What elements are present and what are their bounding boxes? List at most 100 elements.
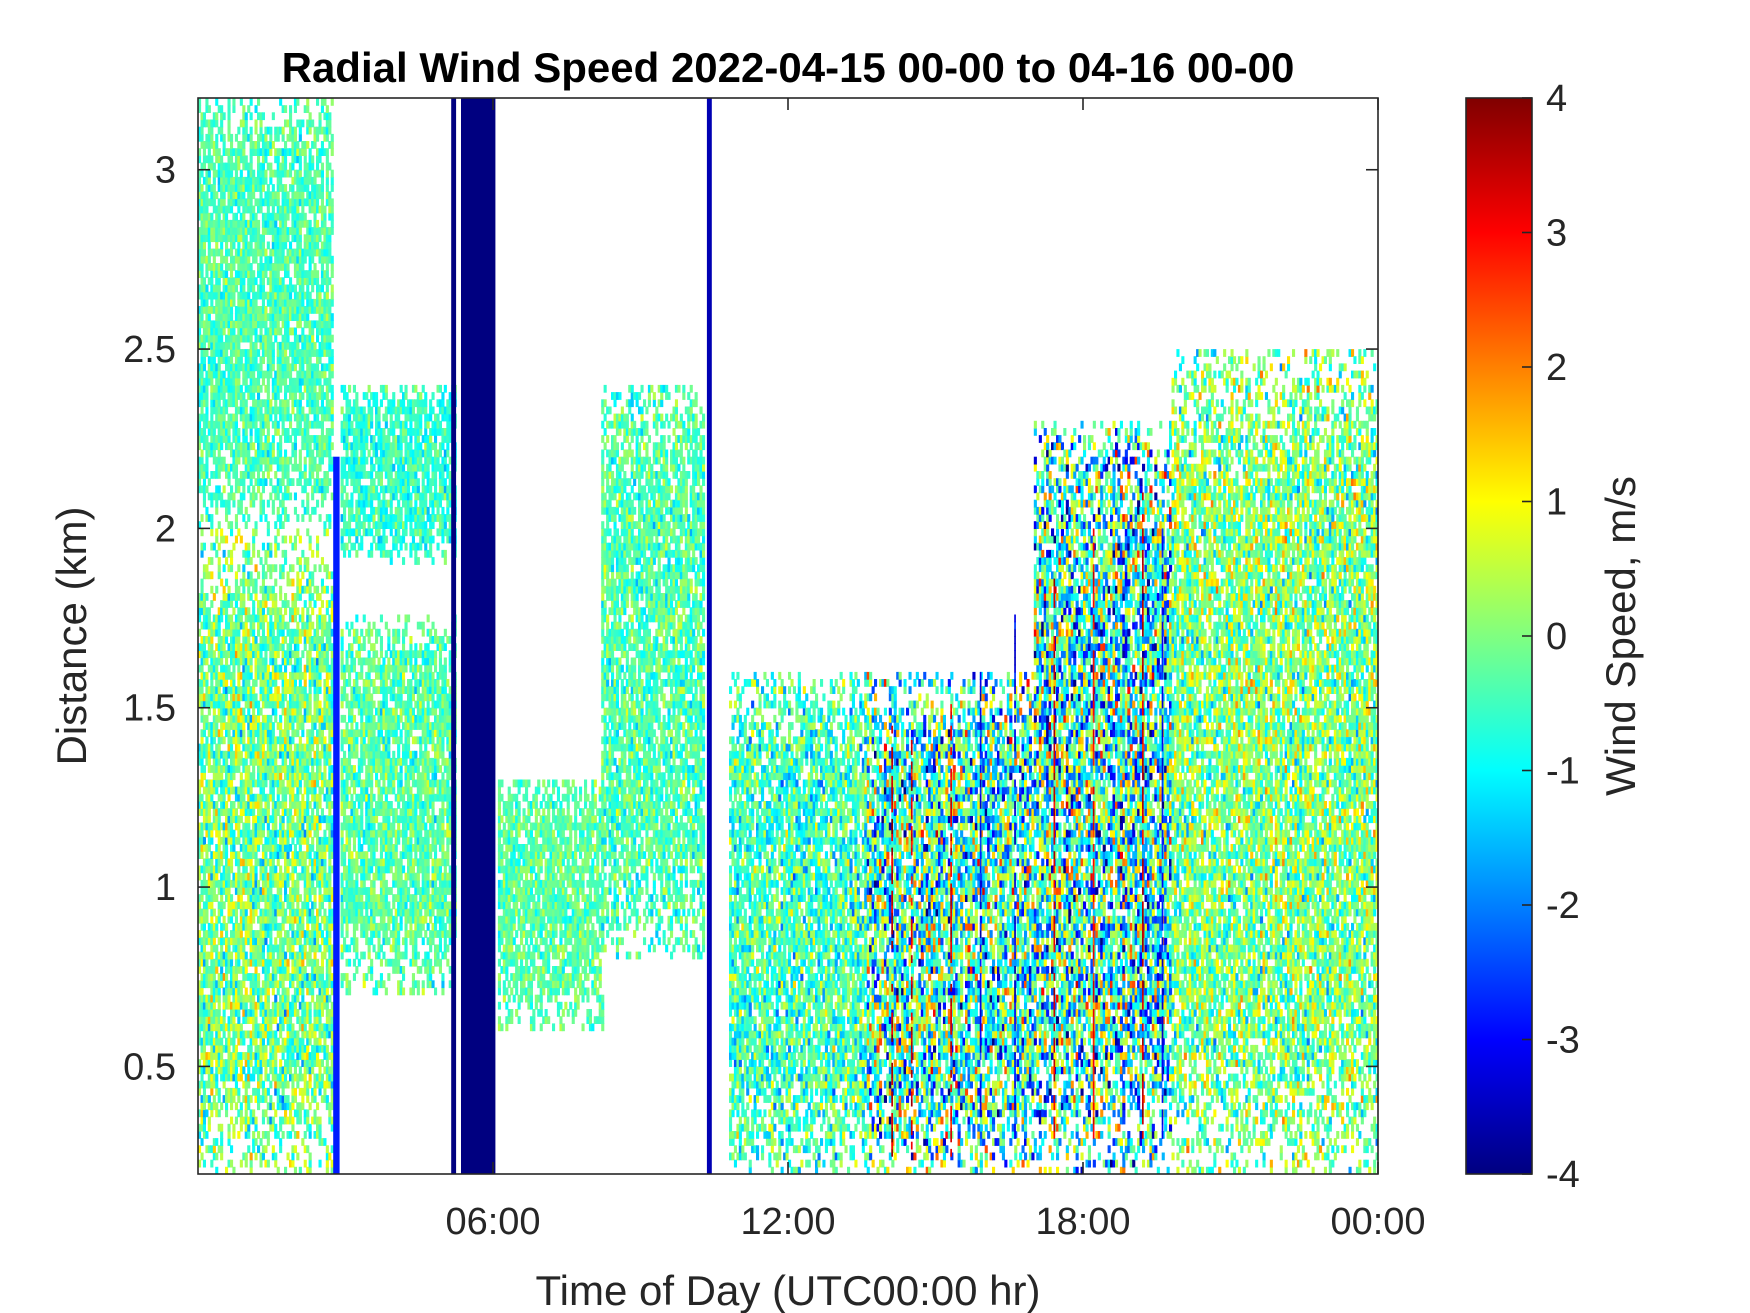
heatmap-cell	[264, 306, 267, 314]
heatmap-cell	[220, 263, 223, 271]
heatmap-cell	[291, 837, 294, 845]
heatmap-cell	[210, 830, 213, 838]
heatmap-cell	[218, 758, 221, 766]
heatmap-cell	[225, 851, 228, 859]
heatmap-cell	[287, 622, 290, 630]
heatmap-cell	[252, 191, 255, 199]
heatmap-cell	[299, 1109, 302, 1117]
heatmap-cell	[294, 844, 297, 852]
heatmap-cell	[255, 299, 258, 307]
heatmap-cell	[240, 815, 243, 823]
heatmap-cell	[213, 1002, 216, 1010]
heatmap-cell	[301, 794, 304, 802]
heatmap-cell	[321, 1074, 324, 1082]
heatmap-cell	[252, 485, 255, 493]
heatmap-cell	[269, 715, 272, 723]
heatmap-cell	[274, 823, 277, 831]
heatmap-cell	[309, 1016, 312, 1024]
heatmap-cell	[306, 528, 309, 536]
heatmap-cell	[279, 442, 282, 450]
heatmap-cell	[296, 607, 299, 615]
heatmap-cell	[257, 844, 260, 852]
heatmap-cell	[267, 966, 270, 974]
heatmap-cell	[277, 191, 280, 199]
heatmap-cell	[230, 270, 233, 278]
heatmap-cell	[296, 794, 299, 802]
heatmap-cell	[210, 1109, 213, 1117]
heatmap-cell	[277, 1131, 280, 1139]
heatmap-cell	[203, 765, 206, 773]
heatmap-cell	[301, 923, 304, 931]
heatmap-cell	[299, 780, 302, 788]
heatmap-cell	[247, 485, 250, 493]
heatmap-cell	[321, 579, 324, 587]
heatmap-cell	[240, 751, 243, 759]
heatmap-cell	[296, 1031, 299, 1039]
heatmap-cell	[260, 557, 263, 565]
heatmap-cell	[210, 213, 213, 221]
heatmap-cell	[223, 586, 226, 594]
heatmap-cell	[304, 945, 307, 953]
heatmap-cell	[287, 1081, 290, 1089]
heatmap-cell	[220, 966, 223, 974]
heatmap-cell	[220, 858, 223, 866]
heatmap-cell	[279, 722, 282, 730]
heatmap-cell	[316, 937, 319, 945]
heatmap-cell	[326, 586, 329, 594]
heatmap-cell	[257, 220, 260, 228]
heatmap-cell	[328, 937, 331, 945]
heatmap-cell	[291, 1160, 294, 1168]
heatmap-cell	[323, 858, 326, 866]
heatmap-cell	[250, 435, 253, 443]
heatmap-cell	[210, 528, 213, 536]
heatmap-cell	[328, 930, 331, 938]
heatmap-cell	[262, 945, 265, 953]
heatmap-cell	[264, 937, 267, 945]
heatmap-cell	[220, 772, 223, 780]
heatmap-cell	[235, 421, 238, 429]
heatmap-cell	[264, 600, 267, 608]
heatmap-cell	[230, 141, 233, 149]
heatmap-cell	[267, 500, 270, 508]
heatmap-cell	[250, 134, 253, 142]
heatmap-cell	[262, 184, 265, 192]
heatmap-cell	[294, 600, 297, 608]
heatmap-cell	[210, 916, 213, 924]
heatmap-cell	[210, 1059, 213, 1067]
heatmap-cell	[296, 1059, 299, 1067]
heatmap-cell	[205, 206, 208, 214]
heatmap-cell	[201, 170, 204, 178]
heatmap-cell	[242, 1038, 245, 1046]
heatmap-cell	[218, 543, 221, 551]
heatmap-cell	[203, 1088, 206, 1096]
heatmap-cell	[232, 263, 235, 271]
heatmap-cell	[228, 887, 231, 895]
heatmap-cell	[319, 672, 322, 680]
heatmap-cell	[220, 579, 223, 587]
heatmap-cell	[232, 493, 235, 501]
heatmap-cell	[230, 600, 233, 608]
heatmap-cell	[242, 514, 245, 522]
heatmap-cell	[223, 1081, 226, 1089]
heatmap-cell	[203, 643, 206, 651]
heatmap-cell	[250, 98, 253, 106]
heatmap-cell	[237, 564, 240, 572]
heatmap-cell	[328, 858, 331, 866]
heatmap-cell	[201, 758, 204, 766]
heatmap-cell	[250, 923, 253, 931]
heatmap-cell	[274, 1153, 277, 1161]
heatmap-cell	[319, 686, 322, 694]
heatmap-cell	[235, 600, 238, 608]
heatmap-cell	[242, 571, 245, 579]
heatmap-cell	[255, 586, 258, 594]
heatmap-cell	[213, 887, 216, 895]
heatmap-cell	[262, 629, 265, 637]
heatmap-cell	[201, 371, 204, 379]
heatmap-cell	[257, 155, 260, 163]
heatmap-cell	[306, 1045, 309, 1053]
heatmap-cell	[301, 916, 304, 924]
heatmap-cell	[291, 1081, 294, 1089]
heatmap-cell	[277, 686, 280, 694]
heatmap-cell	[277, 528, 280, 536]
